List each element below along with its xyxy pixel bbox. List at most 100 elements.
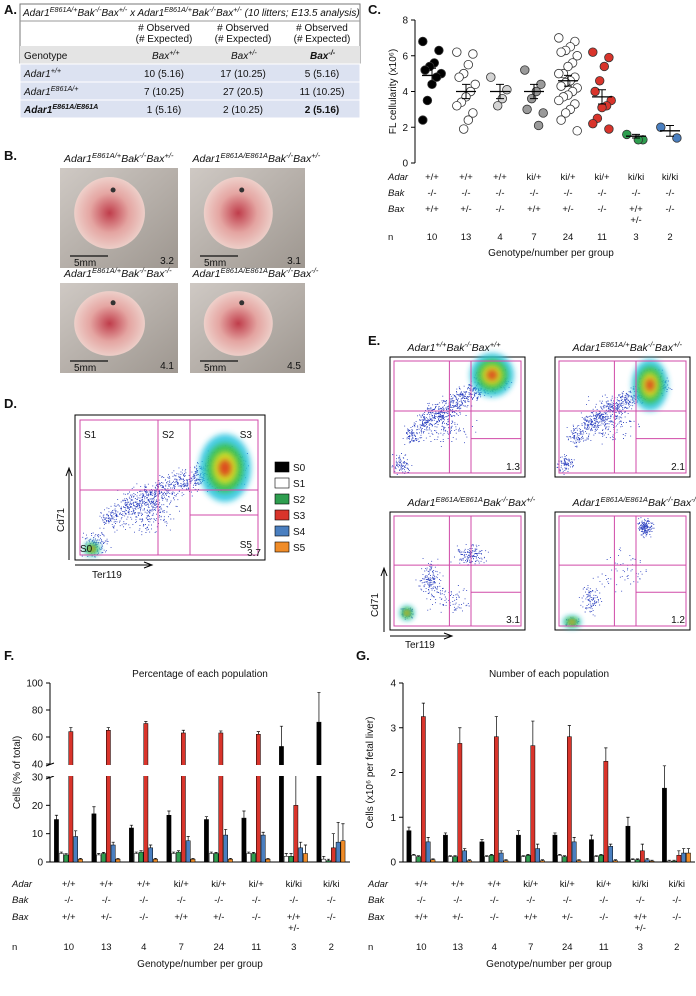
point xyxy=(590,86,600,97)
error-bar xyxy=(219,730,223,733)
genotype-cell: ki/+ xyxy=(596,879,612,890)
genotype-cell: +/- xyxy=(562,912,573,923)
superscript: -/- xyxy=(139,151,147,160)
genotype-cell: -/- xyxy=(636,895,645,906)
legend-swatch xyxy=(274,493,290,505)
genotype-cell: +/+ xyxy=(527,204,541,215)
error-bar xyxy=(564,74,572,87)
text-part: Adar1 xyxy=(572,497,601,509)
point xyxy=(604,124,614,134)
bar xyxy=(676,855,682,863)
superscript: E861A/E861A xyxy=(52,102,98,111)
bar xyxy=(598,855,604,863)
scale-label: 5mm xyxy=(204,363,226,374)
error-bar xyxy=(677,850,681,856)
error-bar xyxy=(64,853,68,855)
point xyxy=(588,47,598,57)
density xyxy=(569,620,575,624)
text-part: Adar1 xyxy=(407,342,436,354)
point xyxy=(556,115,566,125)
bar xyxy=(78,858,83,863)
text-part: Bax xyxy=(216,8,234,19)
point xyxy=(572,126,582,136)
bar xyxy=(326,860,331,863)
error-bar xyxy=(421,702,425,717)
error-bar xyxy=(416,855,421,857)
y-tick-label: 20 xyxy=(32,801,44,812)
column-header: # Observed xyxy=(217,23,269,34)
genotype-cell: -/- xyxy=(214,895,223,906)
bar xyxy=(681,852,686,863)
bar xyxy=(223,834,229,863)
gate-label: S1 xyxy=(84,430,97,441)
bax-header: Bax+/+ xyxy=(152,48,180,62)
bar xyxy=(644,859,650,863)
genotype-cell: ki/+ xyxy=(560,879,576,890)
point xyxy=(563,61,573,72)
scale-label: 5mm xyxy=(74,363,96,374)
superscript: -/- xyxy=(465,340,473,349)
bar xyxy=(603,761,609,863)
genotype-cell: +/- xyxy=(101,912,112,923)
embryo xyxy=(203,177,273,249)
error-bar xyxy=(92,806,96,814)
error-bar xyxy=(458,727,462,744)
point xyxy=(470,79,480,90)
bar xyxy=(265,858,271,863)
y-axis-label: Cd71 xyxy=(56,508,67,532)
genotype-cell: +/+ xyxy=(287,912,301,923)
error-bar xyxy=(599,854,603,856)
superscript: +/- xyxy=(233,5,242,14)
y-tick-label: 40 xyxy=(32,760,44,771)
text-part: Bax xyxy=(472,342,491,354)
embryo xyxy=(74,177,145,249)
legend-label: S5 xyxy=(293,543,306,554)
bar xyxy=(138,851,144,863)
error-bar xyxy=(426,837,430,842)
genotype-cell: +/+ xyxy=(487,879,501,890)
point xyxy=(418,115,428,125)
error-bar xyxy=(682,848,686,854)
legend-swatch xyxy=(274,461,290,473)
error-bar xyxy=(54,814,59,820)
y-tick-label: 0 xyxy=(402,159,408,170)
y-tick-label: 4 xyxy=(390,679,396,690)
error-bar xyxy=(635,858,640,860)
bar xyxy=(613,860,618,863)
superscript: -/- xyxy=(311,266,319,275)
bar xyxy=(101,853,106,863)
table-cell: 2 (10.25) xyxy=(223,105,263,116)
superscript: E861A/+ xyxy=(601,340,631,349)
point xyxy=(572,51,582,61)
genotype-cell: -/- xyxy=(289,895,298,906)
bax-header: Bax-/- xyxy=(310,48,336,62)
error-bar xyxy=(139,850,143,853)
panel-label: C. xyxy=(368,2,381,17)
error-bar xyxy=(686,848,691,854)
error-bar xyxy=(181,729,185,733)
point xyxy=(452,101,462,111)
bar xyxy=(608,846,613,863)
error-bar xyxy=(214,852,218,854)
text-part: Bax xyxy=(293,153,312,165)
genotype-cell: ki/ki xyxy=(323,879,339,890)
point xyxy=(422,95,433,106)
point xyxy=(599,61,610,72)
embryo-score: 3.2 xyxy=(160,256,174,267)
bar xyxy=(625,825,631,863)
column-header: # Observed xyxy=(138,23,190,34)
error-bar xyxy=(111,841,115,845)
gate xyxy=(79,419,259,556)
text-part: Bax xyxy=(655,342,674,354)
genotype-cell: -/- xyxy=(462,188,471,199)
error-bar xyxy=(101,852,106,854)
bar xyxy=(484,856,490,863)
n-value: 2 xyxy=(674,942,679,953)
genotype-cell: +/+ xyxy=(524,912,538,923)
n-value: 24 xyxy=(563,232,574,243)
error-bar xyxy=(562,855,567,857)
bar xyxy=(425,841,431,863)
bar xyxy=(662,787,667,863)
column-header: (# Expected) xyxy=(136,34,193,45)
